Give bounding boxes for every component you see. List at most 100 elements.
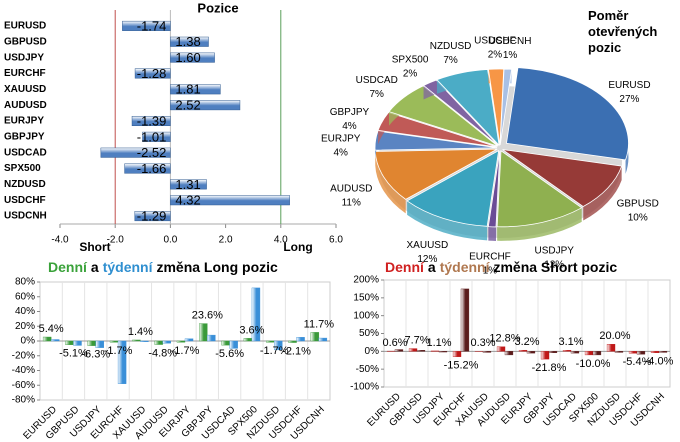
category-label: AUDUSD	[4, 100, 47, 111]
pie-slice	[502, 149, 623, 208]
value-label: 5.4%	[39, 323, 64, 335]
bar	[394, 349, 404, 352]
value-label: 11.7%	[304, 318, 335, 330]
title-part: a	[91, 259, 99, 275]
pie-slice	[496, 150, 583, 228]
title-part: Denní	[48, 259, 88, 275]
bar	[606, 344, 616, 352]
value-label: 0.6%	[382, 337, 407, 349]
bar	[548, 351, 558, 353]
slice-value: 7%	[443, 55, 458, 66]
title-part: týdenní	[103, 259, 154, 275]
value-label: -1.39	[137, 113, 167, 128]
title-part: Denní	[385, 259, 425, 275]
value-label: 12.8%	[489, 333, 520, 345]
value-label: -1.7%	[171, 345, 200, 357]
bar	[482, 351, 492, 353]
title-part: týdenní	[440, 259, 491, 275]
bar	[452, 351, 462, 357]
value-label: -15.2%	[444, 360, 479, 372]
bar	[109, 340, 119, 343]
category-label: EURJPY	[4, 116, 44, 127]
value-label: -4.8%	[148, 347, 177, 359]
category-label: EURCHF	[4, 68, 46, 79]
bar	[658, 351, 668, 353]
pie-slice	[377, 112, 498, 148]
x-tick-label: 4.0	[274, 235, 288, 246]
bar	[504, 351, 514, 356]
value-label: -5.1%	[59, 348, 88, 360]
chart-title: Poměr otevřených pozic	[588, 8, 658, 55]
value-label: -10.0%	[576, 358, 611, 370]
x-tick-label: 2.0	[219, 235, 233, 246]
slice-value: 27%	[619, 94, 639, 105]
slice-side	[375, 151, 406, 214]
bar	[176, 340, 186, 343]
bar	[460, 288, 470, 352]
y-tick-label: 200%	[353, 275, 379, 286]
value-label: 7.7%	[404, 334, 429, 346]
slice-side	[488, 226, 496, 241]
y-tick-label: -100%	[350, 382, 379, 393]
value-label: 4.32	[175, 193, 200, 208]
bar	[251, 287, 261, 342]
bar	[134, 68, 171, 79]
bar	[584, 351, 594, 356]
value-label: -1.01	[137, 129, 167, 144]
slice-label: EURUSD	[608, 80, 650, 91]
category-label: XAUUSD	[4, 84, 46, 95]
bar	[170, 179, 207, 190]
bar	[100, 147, 171, 158]
value-label: -1.28	[137, 66, 167, 81]
category-label: USDCNH	[4, 211, 47, 222]
y-tick-label: 40%	[15, 306, 35, 317]
bar	[170, 100, 241, 111]
slice-value: 4%	[342, 121, 357, 132]
bar	[65, 340, 74, 345]
bar	[73, 340, 82, 346]
pie-slice	[436, 69, 500, 147]
bar	[243, 338, 253, 342]
bar	[131, 115, 171, 127]
bar	[140, 340, 149, 342]
x-tick-label: -2.0	[107, 235, 125, 246]
value-label: -4.0%	[645, 356, 674, 368]
y-tick-label: 50%	[359, 328, 379, 339]
bar	[42, 336, 52, 342]
y-tick-label: 20%	[15, 321, 35, 332]
category-label: GBPUSD	[4, 36, 47, 47]
value-label: 3.1%	[558, 336, 583, 348]
pie-slice	[388, 85, 498, 147]
bar	[221, 340, 230, 346]
value-label: -1.74	[137, 18, 167, 33]
category-label: GBPJPY	[4, 131, 45, 142]
y-tick-label: 0%	[21, 336, 36, 347]
y-tick-label: -50%	[356, 364, 379, 375]
bar	[266, 340, 275, 343]
annotation: Short	[79, 240, 110, 254]
bar	[50, 339, 60, 342]
value-label: -21.8%	[532, 362, 567, 374]
bar	[288, 340, 297, 343]
bar	[496, 346, 506, 352]
pie-slice	[422, 79, 499, 146]
slice-value: 7%	[369, 89, 384, 100]
slice-value: 1%	[503, 50, 518, 61]
slice-value: 4%	[333, 147, 348, 158]
chart-title-box: Poměr otevřených pozic	[588, 8, 658, 55]
value-label: 0.3%	[470, 337, 495, 349]
slice-label: USDJPY	[534, 245, 574, 256]
bar	[124, 163, 171, 174]
x-tick-label: 6.0	[329, 235, 343, 246]
value-label: -1.7%	[104, 345, 133, 357]
y-tick-label: -40%	[12, 365, 35, 376]
bar	[154, 340, 163, 345]
value-label: 1.81	[175, 82, 200, 97]
y-tick-label: 0%	[365, 346, 380, 357]
slice-value: 1%	[483, 265, 498, 276]
bar	[132, 339, 141, 342]
bar	[95, 340, 105, 348]
bar	[318, 337, 328, 342]
bar	[117, 340, 127, 384]
bar	[650, 351, 660, 353]
